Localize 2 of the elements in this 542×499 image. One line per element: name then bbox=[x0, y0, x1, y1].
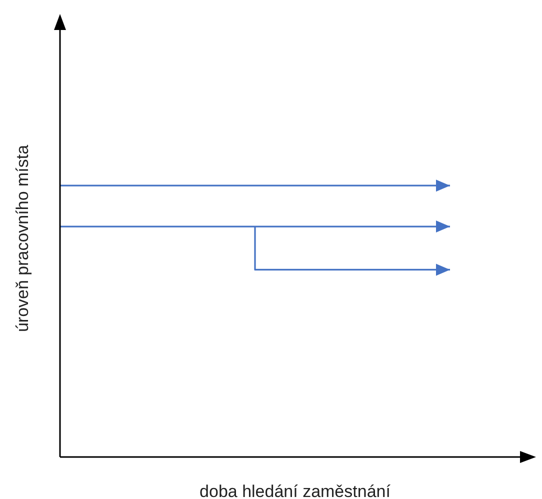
y-axis-title: úroveň pracovního místa bbox=[13, 144, 32, 332]
x-axis-title: doba hledání zaměstnání bbox=[200, 482, 391, 499]
